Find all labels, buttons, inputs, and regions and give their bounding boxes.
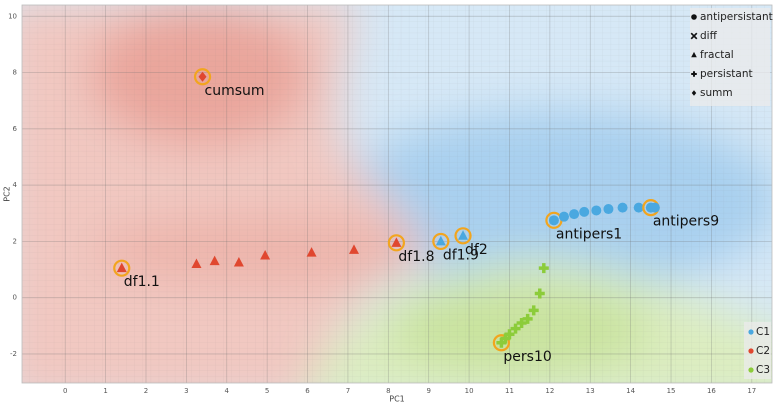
x-axis-label: PC1 (389, 395, 405, 404)
x-tick-label: 1 (103, 387, 107, 395)
point-label: df1.8 (398, 249, 434, 265)
legend-label: C3 (756, 364, 770, 376)
point (510, 323, 521, 334)
marker (691, 51, 697, 58)
point (559, 211, 570, 222)
x-tick-label: 17 (747, 387, 756, 395)
point (617, 202, 628, 213)
shape-legend: antipersistant diff fractal persistant summ (690, 11, 773, 99)
x-tick-label: 10 (465, 387, 474, 395)
point (504, 329, 515, 340)
point (633, 202, 644, 213)
legend-label: diff (700, 30, 718, 42)
point-label: pers10 (503, 349, 551, 365)
legend-label: C2 (756, 345, 770, 357)
x-tick-label: 4 (225, 387, 230, 395)
point (516, 318, 527, 329)
legend-swatch (748, 367, 754, 373)
point (522, 313, 533, 324)
point (538, 263, 549, 274)
highlight-ring (432, 232, 450, 251)
marker (691, 14, 697, 20)
point (591, 205, 602, 216)
x-tick-label: 14 (626, 387, 635, 395)
point (649, 202, 660, 213)
point-label: antipers1 (556, 226, 622, 242)
marker (691, 71, 697, 77)
x-tick-label: 15 (667, 387, 676, 395)
legend-label: fractal (700, 49, 734, 61)
y-tick-label: 2 (13, 237, 17, 245)
x-tick-label: 5 (265, 387, 269, 395)
y-axis-label: PC2 (3, 186, 12, 202)
point (191, 258, 202, 268)
point (534, 288, 545, 299)
point-label: cumsum (205, 83, 265, 99)
legend-label: C1 (756, 326, 770, 338)
legend-label: antipersistant (700, 11, 773, 23)
point-label: df1.1 (124, 274, 160, 290)
y-tick-label: 8 (13, 69, 17, 77)
point-label: df2 (465, 242, 488, 258)
highlight-ring (492, 334, 511, 352)
point (391, 237, 402, 247)
point (260, 249, 271, 260)
legend-swatch (748, 348, 754, 354)
point-label: df1.9 (443, 247, 479, 263)
marker (690, 32, 698, 40)
point (569, 209, 580, 220)
x-tick-label: 16 (707, 387, 716, 395)
point (198, 71, 207, 82)
point (458, 230, 469, 240)
highlight-ring (454, 227, 472, 245)
point (528, 305, 539, 316)
highlight-ring (387, 234, 405, 252)
highlight-ring (113, 259, 131, 277)
x-tick-label: 6 (305, 387, 310, 395)
x-tick-label: 13 (586, 387, 595, 395)
marker (691, 90, 697, 96)
point (435, 235, 446, 246)
point-label: antipers9 (653, 214, 719, 230)
cluster-legend: C1 C2 C3 (748, 326, 770, 376)
legend-swatch (748, 329, 754, 335)
x-tick-label: 12 (545, 387, 554, 395)
legend-label: persistant (700, 68, 753, 80)
point (548, 215, 559, 226)
x-tick-label: 9 (426, 387, 430, 395)
y-tick-label: 6 (13, 125, 18, 133)
plot-frame (21, 4, 773, 384)
y-tick-label: 10 (8, 12, 17, 20)
point (579, 206, 590, 217)
y-tick-label: 4 (13, 181, 18, 189)
point (233, 257, 244, 267)
point (116, 262, 127, 273)
legend-label: summ (700, 87, 733, 99)
x-tick-label: 3 (184, 387, 188, 395)
point (603, 204, 614, 215)
y-tick-label: -2 (10, 350, 17, 358)
x-tick-label: 7 (346, 387, 350, 395)
shape-legend-box (690, 8, 770, 106)
x-tick-label: 2 (144, 387, 148, 395)
point (209, 255, 220, 266)
x-tick-label: 8 (386, 387, 390, 395)
x-tick-label: 11 (505, 387, 514, 395)
x-tick-label: 0 (63, 387, 67, 395)
point (306, 247, 317, 257)
point (348, 244, 359, 254)
highlight-ring (193, 68, 212, 86)
y-tick-label: 0 (13, 294, 17, 302)
